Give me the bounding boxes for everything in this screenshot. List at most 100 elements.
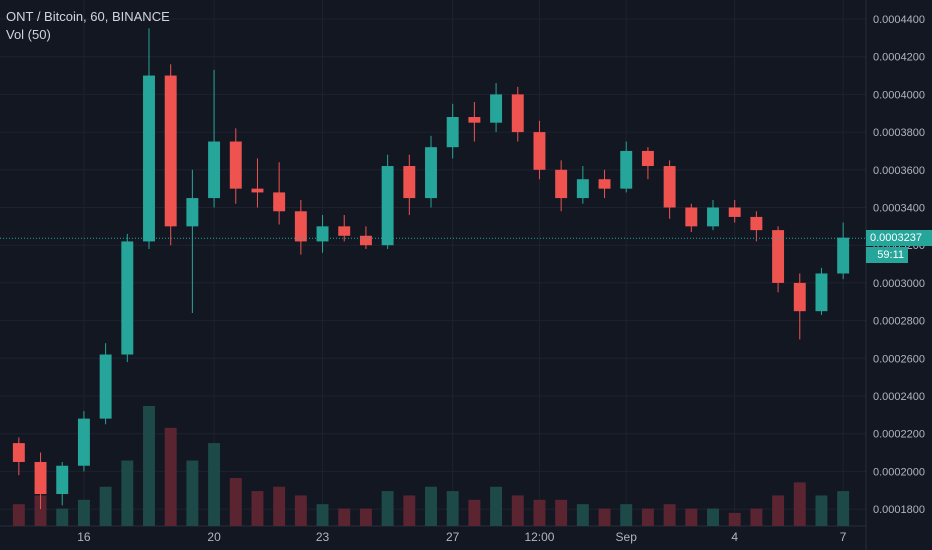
candle-body [34,461,47,495]
price-tick-label: 0.0003600 [873,165,925,177]
volume-bar [77,499,90,526]
candle-body [425,147,437,199]
candle-body [750,216,763,231]
volume-bar [359,508,372,526]
price-tick-label: 0.0002600 [873,353,925,365]
volume-bar [186,460,199,526]
candle-body [143,75,155,242]
candle-body [316,226,329,242]
volume-bar [56,508,69,526]
price-tick-label: 0.0002200 [873,429,925,441]
candle-body [837,237,850,274]
candle-body [533,132,546,170]
volume-bar [685,508,698,526]
volume-bar [750,508,763,526]
price-tick-label: 0.0003000 [873,278,925,290]
volume-bar [403,495,416,526]
volume-bar [99,486,112,526]
volume-bar [294,495,307,526]
candle-body [294,211,307,242]
volume-bar [208,443,221,526]
candle-body [772,230,785,283]
price-tick-label: 0.0004000 [873,89,925,101]
candle-body [468,117,481,123]
price-tick-label: 0.0003800 [873,127,925,139]
candle-body [56,465,69,495]
candle-body [793,282,806,312]
candle-body [99,354,112,419]
volume-bar [229,478,242,526]
candle-body [338,226,351,236]
volume-bar [598,508,611,526]
time-tick-label: 4 [731,530,738,544]
volume-bar [511,495,524,526]
candle-body [728,207,741,217]
price-tick-label: 0.0003400 [873,203,925,215]
volume-bar [468,499,481,526]
price-tick-label: 0.0004400 [873,14,925,26]
volume-bar [663,504,676,526]
volume-bar [793,482,806,526]
volume-bar [121,460,134,526]
time-tick-label: Sep [616,530,638,544]
price-axis[interactable]: 0.0004400 0.0004200 0.0004000 0.0003800 0.00… [873,14,925,516]
current-price-label: 0.0003237 [866,230,932,247]
volume-bar [490,486,503,526]
candle-body [229,141,242,189]
volume-bar [641,508,654,526]
time-axis[interactable]: 16 20 23 27 12:00 Sep 4 7 [77,530,847,544]
candle-body [77,418,90,466]
volume-bar [728,512,741,526]
time-tick-label: 27 [446,530,460,544]
volume-bar [164,427,177,526]
candle-body [446,117,459,148]
bar-countdown-label: 59:11 [866,247,908,264]
volume-bar [143,406,155,526]
volume-bar [815,495,828,526]
time-tick-label: 7 [840,530,847,544]
volume-bar [12,504,25,526]
volume-bar [772,495,785,526]
candle-body [403,166,416,199]
volume-bar [425,486,437,526]
candle-body [663,166,676,208]
volume-bar [381,491,394,526]
candle-body [12,443,25,462]
volume-bar [316,504,329,526]
time-tick-label: 20 [207,530,221,544]
candle-body [511,94,524,133]
price-tick-label: 0.0002400 [873,391,925,403]
candle-body [815,273,828,312]
price-tick-label: 0.0002800 [873,316,925,328]
candle-body [598,179,611,189]
candle-body [251,188,264,193]
volume-bar [273,486,286,526]
time-tick-label: 16 [77,530,91,544]
price-tick-label: 0.0004200 [873,52,925,64]
volume-bar [707,508,719,526]
candle-body [121,241,134,355]
volume-bar [251,491,264,526]
candle-body [620,150,633,189]
time-tick-label: 12:00 [524,530,554,544]
candle-body [186,198,199,227]
price-tick-label: 0.0002000 [873,466,925,478]
candle-body [359,235,372,246]
candle-body [641,150,654,167]
candle-body [576,179,589,199]
candle-body [490,94,503,123]
volume-bar [576,504,589,526]
symbol-legend[interactable]: ONT / Bitcoin, 60, BINANCE [6,9,170,24]
volume-bar [555,499,568,526]
price-tick-label: 0.0001800 [873,504,925,516]
time-tick-label: 23 [316,530,330,544]
candle-body [707,207,719,227]
volume-bar [837,491,850,526]
candlesticks [12,28,850,510]
candle-body [273,192,286,212]
volume-legend[interactable]: Vol (50) [6,27,51,42]
volume-bar [446,491,459,526]
